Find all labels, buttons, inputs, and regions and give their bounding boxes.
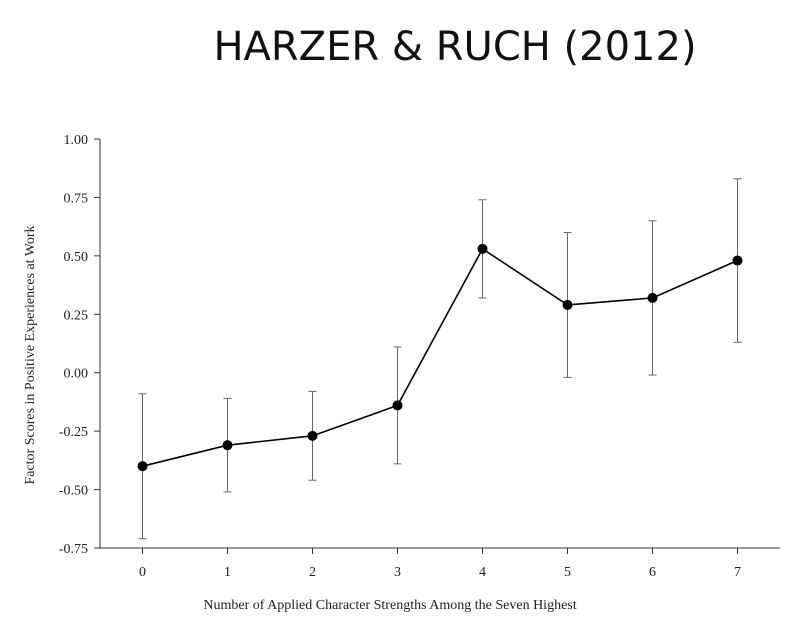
point — [137, 461, 148, 472]
x-tick-label: 0 — [139, 565, 146, 580]
x-tick-label: 1 — [224, 565, 231, 580]
point — [477, 243, 488, 254]
point — [732, 255, 743, 266]
point — [392, 400, 403, 411]
point — [307, 430, 318, 441]
y-tick-label: -0.25 — [59, 425, 88, 440]
x-axis-label: Number of Applied Character Strengths Am… — [203, 598, 576, 613]
x-tick-label: 5 — [564, 565, 571, 580]
y-axis-label: Factor Scores in Positive Experiences at… — [23, 225, 38, 484]
y-tick-label: 0.50 — [64, 250, 89, 265]
x-tick-label: 7 — [734, 565, 741, 580]
y-tick-label: -0.75 — [59, 542, 88, 557]
y-tick-label: 0.25 — [64, 308, 89, 323]
y-tick-label: 0.00 — [64, 367, 89, 382]
x-tick-label: 3 — [394, 565, 401, 580]
y-tick-label: 1.00 — [64, 133, 89, 148]
line — [142, 247, 738, 467]
point — [222, 440, 233, 451]
y-tick-label: 0.75 — [64, 191, 89, 206]
point — [647, 292, 658, 303]
y-tick-label: -0.50 — [59, 484, 88, 499]
point — [562, 299, 573, 310]
x-tick-label: 6 — [649, 565, 656, 580]
x-tick-label: 2 — [309, 565, 316, 580]
chart-title: HARZER & RUCH (2012) — [213, 24, 696, 70]
x-tick-label: 4 — [479, 565, 486, 580]
